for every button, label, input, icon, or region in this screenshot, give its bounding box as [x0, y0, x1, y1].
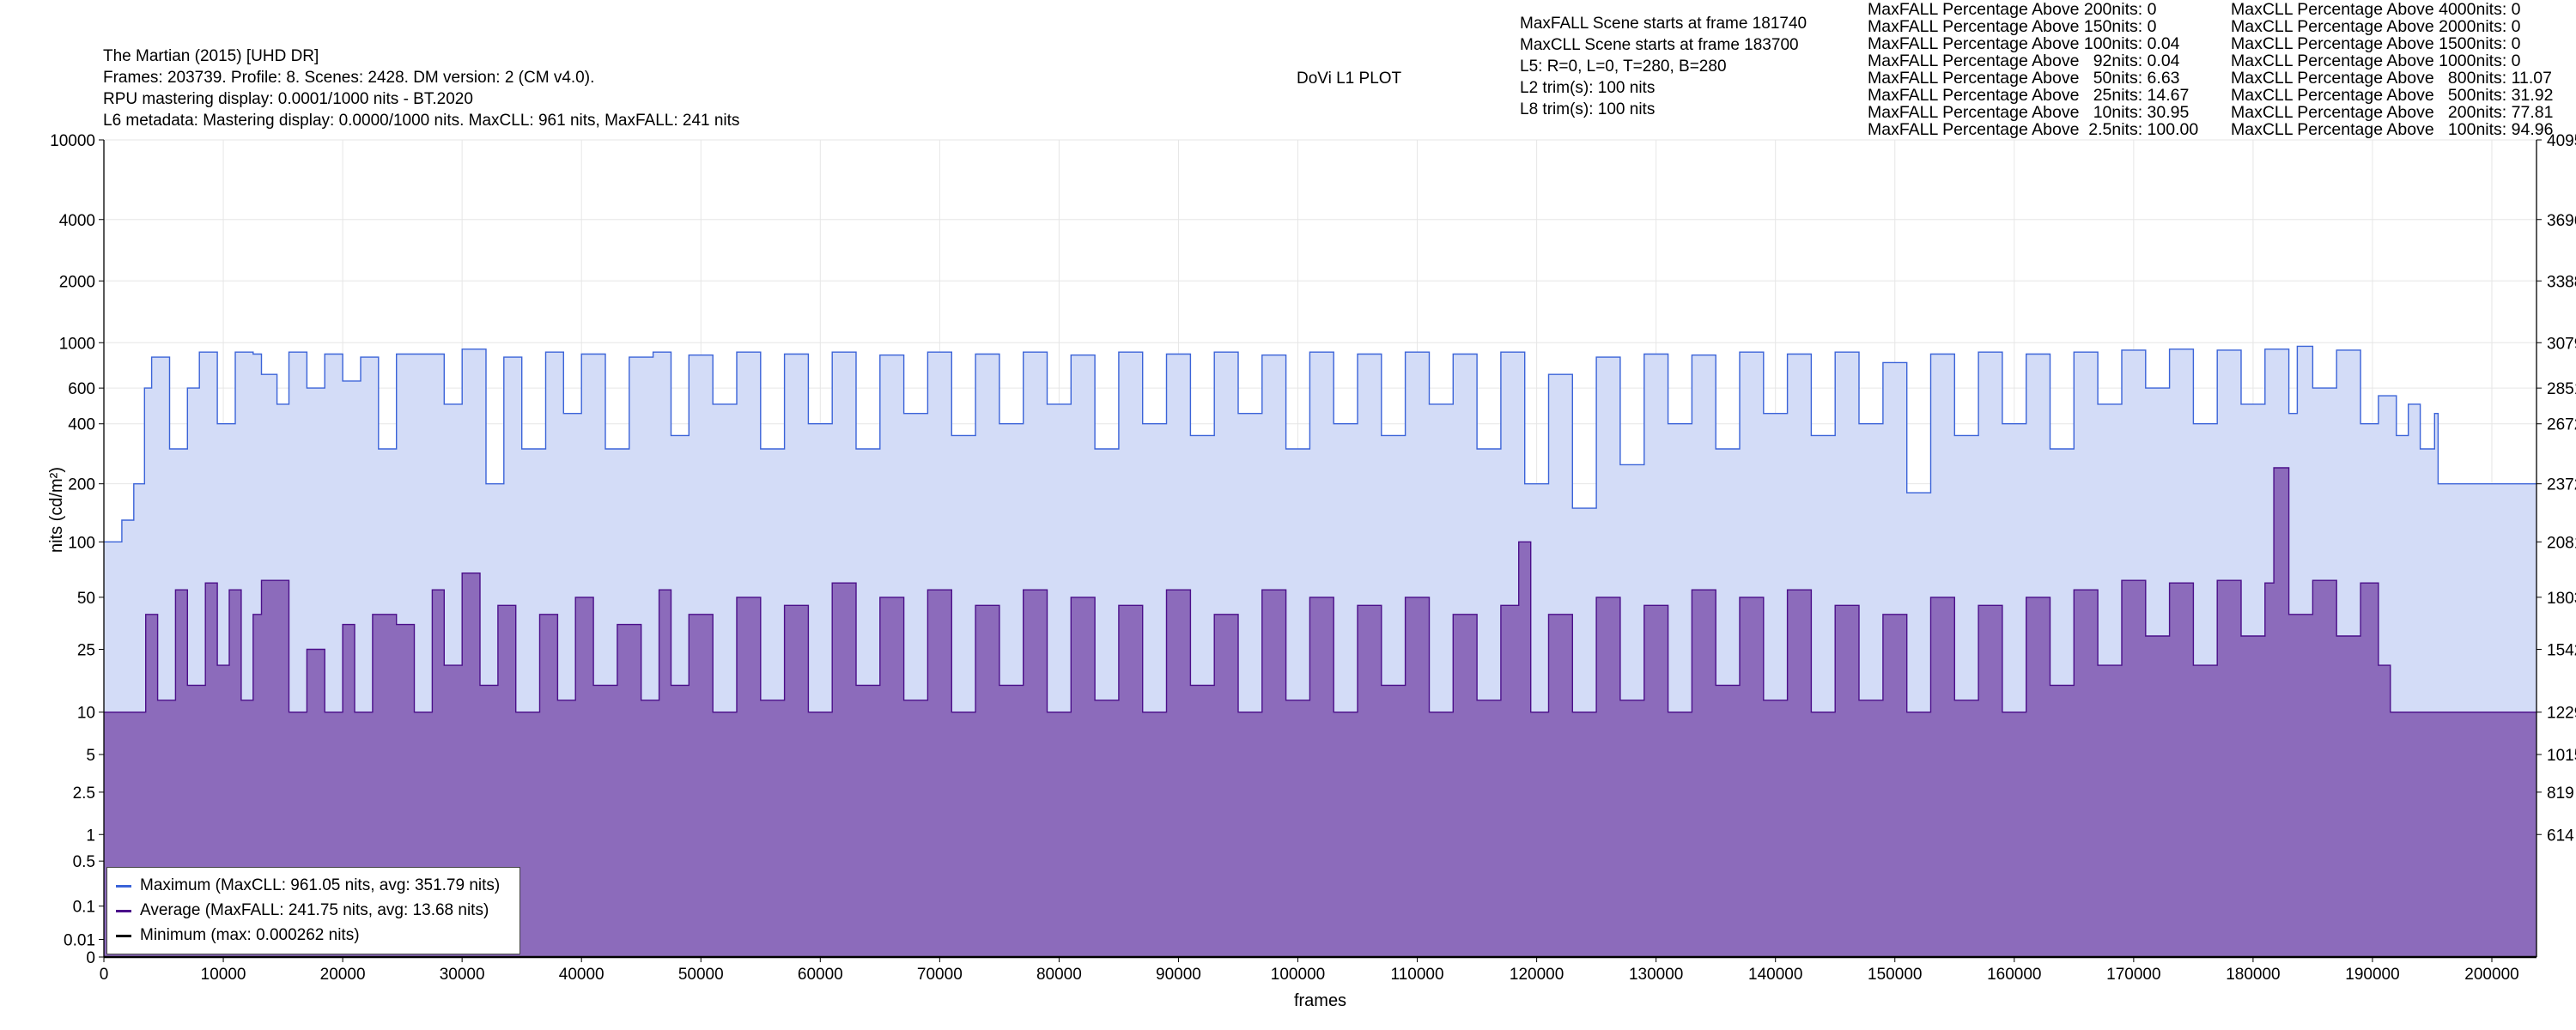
- series-average-area: [104, 468, 2537, 957]
- stat-line: MaxFALL Percentage Above 100nits: 0.04: [1868, 34, 2180, 53]
- y-tick-label: 400: [68, 416, 95, 434]
- series-maximum-line: [104, 345, 2537, 542]
- stat-line: MaxFALL Percentage Above 25nits: 14.67: [1868, 86, 2190, 105]
- y-tick-label: 1: [86, 827, 95, 845]
- right-tick-label: 3388: [2547, 273, 2576, 291]
- stat-line: MaxFALL Percentage Above 92nits: 0.04: [1868, 52, 2180, 70]
- right-tick-label: 3696: [2547, 212, 2576, 230]
- stat-line: MaxFALL Percentage Above 150nits: 0: [1868, 17, 2157, 36]
- stat-line: MaxCLL Percentage Above 500nits: 31.92: [2231, 86, 2554, 105]
- legend-item-maximum: Maximum (MaxCLL: 961.05 nits, avg: 351.7…: [116, 876, 500, 895]
- series-layer: [104, 345, 2537, 959]
- maxcll-scene: MaxCLL Scene starts at frame 183700: [1520, 36, 1799, 54]
- stat-line: MaxCLL Percentage Above 200nits: 77.81: [2231, 103, 2554, 122]
- legend-swatch-maximum: [116, 884, 131, 888]
- y-tick-label: 100: [68, 534, 95, 552]
- y-tick-label: 2.5: [73, 785, 95, 803]
- right-tick-label: 3079: [2547, 335, 2576, 353]
- stat-line: MaxFALL Percentage Above 2.5nits: 100.00: [1868, 120, 2199, 139]
- chart-title: The Martian (2015) [UHD DR]: [103, 47, 319, 65]
- right-tick-label: 2851: [2547, 380, 2576, 398]
- series-average-line: [104, 467, 2537, 713]
- tick-labels: 1000040002000100060040020010050251052.51…: [47, 132, 2576, 1010]
- x-tick-label: 130000: [1629, 966, 1683, 984]
- stat-line: MaxCLL Percentage Above 800nits: 11.07: [2231, 69, 2552, 88]
- x-tick-label: 90000: [1156, 966, 1201, 984]
- legend-item-minimum: Minimum (max: 0.000262 nits): [116, 926, 360, 945]
- l2-line: L2 trim(s): 100 nits: [1520, 79, 1656, 97]
- x-tick-label: 200000: [2464, 966, 2518, 984]
- y-tick-label: 200: [68, 476, 95, 494]
- y-tick-label: 0: [86, 949, 95, 967]
- stat-line: MaxFALL Percentage Above 10nits: 30.95: [1868, 103, 2190, 122]
- y-axis-label: nits (cd/m²): [47, 467, 66, 553]
- y-tick-label: 2000: [59, 273, 95, 291]
- y-tick-label: 10: [77, 705, 95, 723]
- l5-line: L5: R=0, L=0, T=280, B=280: [1520, 58, 1727, 76]
- x-tick-label: 100000: [1271, 966, 1325, 984]
- stat-line: MaxFALL Percentage Above 200nits: 0: [1868, 0, 2157, 19]
- y-tick-label: 10000: [50, 132, 95, 150]
- right-tick-label: 614: [2547, 827, 2574, 845]
- stat-line: MaxFALL Percentage Above 50nits: 6.63: [1868, 69, 2180, 88]
- l6-line: L6 metadata: Mastering display: 0.0000/1…: [103, 112, 740, 130]
- legend-label-average: Average (MaxFALL: 241.75 nits, avg: 13.6…: [140, 901, 489, 919]
- right-tick-label: 1542: [2547, 642, 2576, 660]
- x-tick-label: 160000: [1987, 966, 2041, 984]
- x-tick-label: 170000: [2106, 966, 2160, 984]
- right-tick-label: 4095: [2547, 132, 2576, 150]
- info-line: Frames: 203739. Profile: 8. Scenes: 2428…: [103, 69, 595, 87]
- y-tick-label: 0.01: [64, 932, 95, 950]
- rpu-line: RPU mastering display: 0.0001/1000 nits …: [103, 90, 473, 108]
- legend-label-maximum: Maximum (MaxCLL: 961.05 nits, avg: 351.7…: [140, 876, 501, 894]
- y-tick-label: 4000: [59, 212, 95, 230]
- legend: Maximum (MaxCLL: 961.05 nits, avg: 351.7…: [106, 867, 520, 954]
- right-tick-label: 1803: [2547, 590, 2576, 608]
- legend-swatch-average: [116, 909, 131, 912]
- x-tick-label: 50000: [678, 966, 724, 984]
- stat-line: MaxCLL Percentage Above 1500nits: 0: [2231, 34, 2521, 53]
- stat-line: MaxCLL Percentage Above 100nits: 94.96: [2231, 120, 2554, 139]
- y-tick-label: 50: [77, 590, 95, 608]
- x-axis-label: frames: [1294, 991, 1346, 1010]
- right-tick-label: 1015: [2547, 747, 2576, 765]
- x-tick-label: 140000: [1748, 966, 1802, 984]
- y-tick-label: 5: [86, 747, 95, 765]
- x-tick-label: 180000: [2226, 966, 2280, 984]
- x-tick-label: 150000: [1868, 966, 1922, 984]
- l8-line: L8 trim(s): 100 nits: [1520, 100, 1656, 118]
- y-tick-label: 25: [77, 642, 95, 660]
- x-tick-label: 20000: [320, 966, 366, 984]
- right-tick-label: 1229: [2547, 705, 2576, 723]
- y-tick-label: 600: [68, 380, 95, 398]
- x-tick-label: 110000: [1391, 966, 1444, 984]
- legend-item-average: Average (MaxFALL: 241.75 nits, avg: 13.6…: [116, 901, 489, 920]
- y-tick-label: 1000: [59, 335, 95, 353]
- stat-line: MaxCLL Percentage Above 1000nits: 0: [2231, 52, 2521, 70]
- legend-label-minimum: Minimum (max: 0.000262 nits): [140, 926, 360, 944]
- stat-line: MaxCLL Percentage Above 2000nits: 0: [2231, 17, 2521, 36]
- x-tick-label: 60000: [798, 966, 843, 984]
- right-tick-label: 819: [2547, 785, 2574, 803]
- x-tick-label: 80000: [1036, 966, 1082, 984]
- legend-swatch-minimum: [116, 934, 131, 937]
- x-tick-label: 40000: [559, 966, 605, 984]
- y-tick-label: 0.1: [73, 899, 95, 917]
- x-tick-label: 70000: [917, 966, 963, 984]
- stat-line: MaxCLL Percentage Above 4000nits: 0: [2231, 0, 2521, 19]
- x-tick-label: 120000: [1510, 966, 1564, 984]
- x-tick-label: 0: [100, 966, 109, 984]
- x-tick-label: 10000: [201, 966, 246, 984]
- x-tick-label: 190000: [2345, 966, 2399, 984]
- maxfall-scene: MaxFALL Scene starts at frame 181740: [1520, 15, 1807, 33]
- plot-title: DoVi L1 PLOT: [1297, 70, 1402, 88]
- y-tick-label: 0.5: [73, 853, 95, 871]
- axes: [103, 140, 2537, 958]
- x-tick-label: 30000: [440, 966, 485, 984]
